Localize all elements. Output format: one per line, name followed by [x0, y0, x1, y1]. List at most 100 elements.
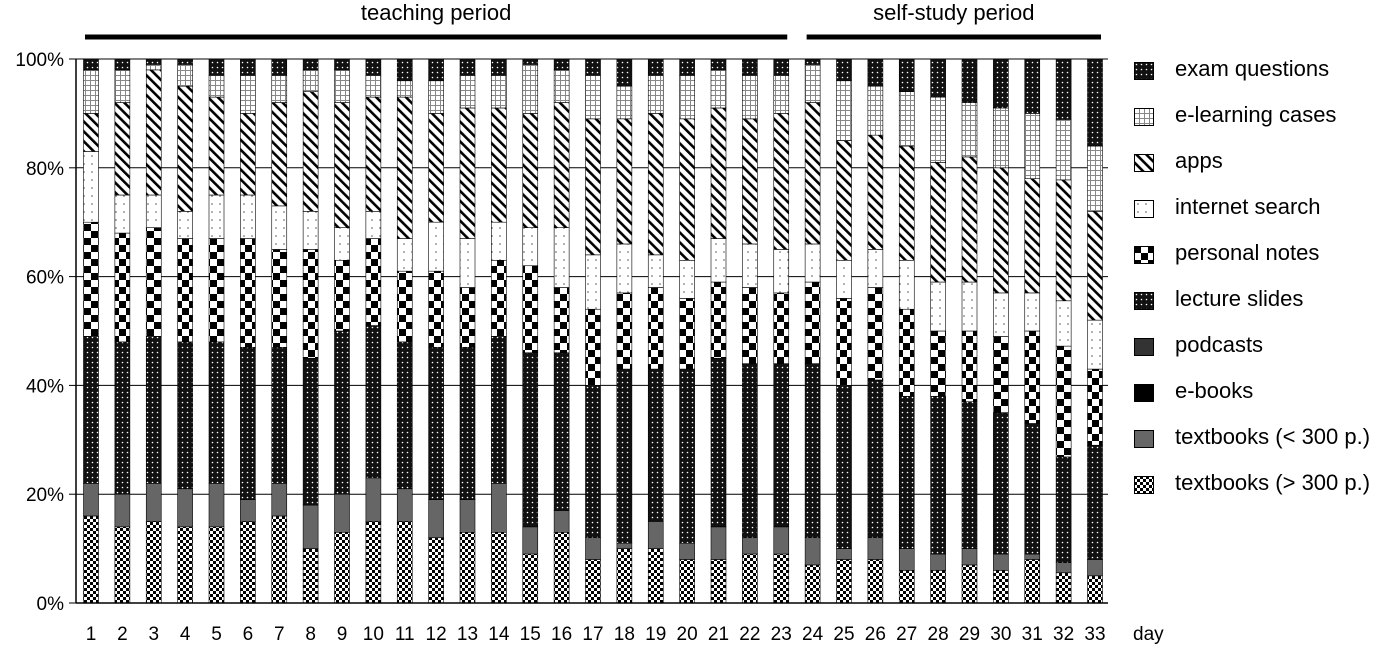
- bar-segment: [396, 96, 413, 239]
- bar-segment: [302, 58, 319, 71]
- bar-segment: [804, 564, 821, 604]
- bar-segment: [898, 308, 915, 397]
- x-tick-label: 31: [1022, 624, 1043, 645]
- bar-segment: [961, 564, 978, 604]
- bar-segment: [459, 499, 476, 533]
- bar-segment: [491, 259, 507, 337]
- bar-segment: [930, 162, 946, 283]
- bar-segment: [145, 483, 162, 522]
- bar-segment: [114, 194, 131, 234]
- bar-segment: [208, 96, 225, 196]
- bar-segment: [961, 58, 978, 103]
- bar-segment: [930, 96, 946, 163]
- x-tick-label: 14: [488, 624, 510, 645]
- bar-segment: [1024, 178, 1041, 294]
- bar-segment: [491, 58, 507, 76]
- bar-segment: [522, 553, 539, 604]
- legend-swatch: [1134, 246, 1154, 264]
- bar-segment: [240, 113, 256, 196]
- bar-segment: [302, 548, 319, 604]
- legend-label: apps: [1175, 148, 1223, 173]
- bar-segment: [773, 553, 790, 604]
- bar-segment: [1055, 300, 1072, 347]
- bar-segment: [1055, 456, 1072, 564]
- bar-segment: [616, 548, 633, 604]
- x-tick-label: 22: [739, 624, 760, 645]
- bar-segment: [867, 379, 884, 539]
- legend-item: apps: [1134, 148, 1400, 174]
- x-tick-label: 12: [426, 624, 447, 645]
- bar-segment: [83, 336, 99, 484]
- bar-segment: [773, 526, 790, 555]
- bar-segment: [616, 58, 633, 87]
- bar-segment: [114, 69, 131, 103]
- bar-segment: [334, 531, 350, 604]
- bar-segment: [585, 58, 601, 76]
- x-tick-label: 4: [180, 624, 191, 645]
- bar-segment: [491, 483, 507, 533]
- bar-segment: [365, 58, 382, 76]
- bar-segment: [145, 69, 162, 196]
- bar-segment: [83, 58, 99, 71]
- bar-segment: [302, 91, 319, 212]
- bar-segment: [240, 194, 256, 239]
- bar-segment: [585, 75, 601, 120]
- bar-segment: [1024, 58, 1041, 114]
- bar-segment: [365, 477, 382, 522]
- y-tick-label: 60%: [26, 268, 64, 289]
- bar-segment: [114, 526, 131, 604]
- bars: [83, 58, 1103, 604]
- bar-segment: [1055, 119, 1072, 181]
- x-tick-label: 25: [833, 624, 854, 645]
- x-tick-label: 21: [708, 624, 729, 645]
- bar-segment: [710, 238, 727, 283]
- bar-segment: [898, 259, 915, 310]
- bar-segment: [867, 85, 884, 136]
- bar-segment: [710, 281, 727, 359]
- x-axis-label: day: [1133, 624, 1164, 645]
- bar-segment: [585, 559, 601, 604]
- bar-segment: [710, 357, 727, 528]
- bar-segment: [459, 531, 476, 604]
- bar-segment: [585, 308, 601, 386]
- bar-segment: [804, 102, 821, 245]
- bar-segment: [742, 118, 758, 245]
- bar-segment: [1087, 58, 1103, 147]
- bar-segment: [742, 75, 758, 120]
- bar-segment: [396, 238, 413, 272]
- bar-segment: [647, 287, 664, 370]
- legend-swatch: [1134, 154, 1154, 172]
- bar-segment: [522, 265, 539, 354]
- bar-segment: [302, 504, 319, 549]
- bar-segment: [930, 570, 946, 604]
- bar-segment: [742, 243, 758, 288]
- bar-segment: [145, 336, 162, 484]
- bar-segment: [271, 75, 288, 103]
- bar-segment: [145, 521, 162, 604]
- bar-segment: [396, 488, 413, 522]
- bar-segment: [428, 58, 444, 82]
- bar-segment: [553, 510, 570, 533]
- bar-segment: [240, 347, 256, 500]
- bar-segment: [491, 75, 507, 109]
- bar-segment: [836, 559, 852, 604]
- bar-segment: [208, 341, 225, 484]
- x-tick-label: 26: [865, 624, 886, 645]
- bar-segment: [83, 69, 99, 114]
- bar-segment: [240, 58, 256, 76]
- bar-segment: [710, 58, 727, 71]
- bar-segment: [679, 259, 695, 299]
- bar-segment: [553, 227, 570, 288]
- y-tick-label: 80%: [26, 159, 64, 180]
- bar-segment: [773, 75, 790, 114]
- bar-segment: [867, 537, 884, 560]
- bar-segment: [271, 205, 288, 250]
- bar-segment: [961, 401, 978, 549]
- bar-segment: [302, 357, 319, 506]
- bar-segment: [679, 542, 695, 560]
- bar-segment: [271, 515, 288, 604]
- bar-segment: [208, 526, 225, 604]
- bar-segment: [898, 395, 915, 549]
- bar-segment: [616, 85, 633, 120]
- bar-segment: [742, 363, 758, 539]
